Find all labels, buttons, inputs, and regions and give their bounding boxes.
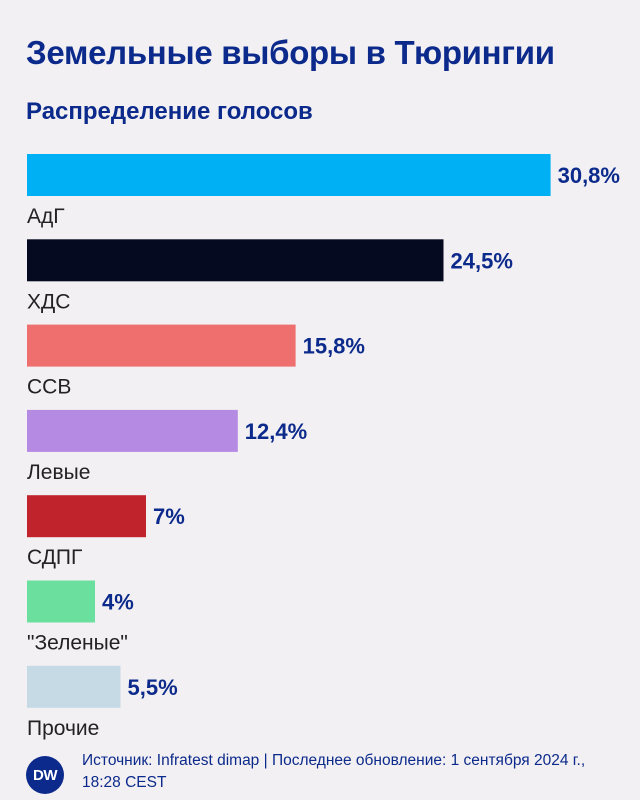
category-label-0: АдГ [27,205,65,228]
category-label-4: СДПГ [27,546,82,569]
dw-logo-text: DW [33,766,58,784]
bar-1 [27,239,444,282]
bar-5 [27,580,95,623]
chart-title: Земельные выборы в Тюрингии [26,34,555,71]
category-label-5: "Зеленые" [27,632,128,655]
value-label-0: 30,8% [558,163,620,188]
value-label-2: 15,8% [303,334,365,359]
category-label-1: ХДС [27,290,70,313]
category-label-6: Прочие [27,717,99,740]
value-label-3: 12,4% [245,419,307,444]
category-label-2: ССВ [27,376,71,399]
bar-chart: 30,8% АдГ 24,5% ХДС 15,8% ССВ 12,4% Левые 7% СДПГ… [27,154,620,740]
chart-subtitle: Распределение голосов [26,98,313,125]
bar-2 [27,324,296,367]
value-label-1: 24,5% [451,248,513,273]
value-label-6: 5,5% [128,675,178,700]
category-label-3: Левые [27,461,90,484]
value-label-4: 7% [153,504,185,529]
bar-0 [27,154,551,196]
source-note: Источник: Infratest dimap | Последнее об… [82,752,586,791]
value-label-5: 4% [102,590,134,615]
bar-4 [27,495,146,538]
dw-logo-icon: DW [26,756,64,794]
bar-6 [27,665,121,708]
bar-3 [27,409,238,452]
